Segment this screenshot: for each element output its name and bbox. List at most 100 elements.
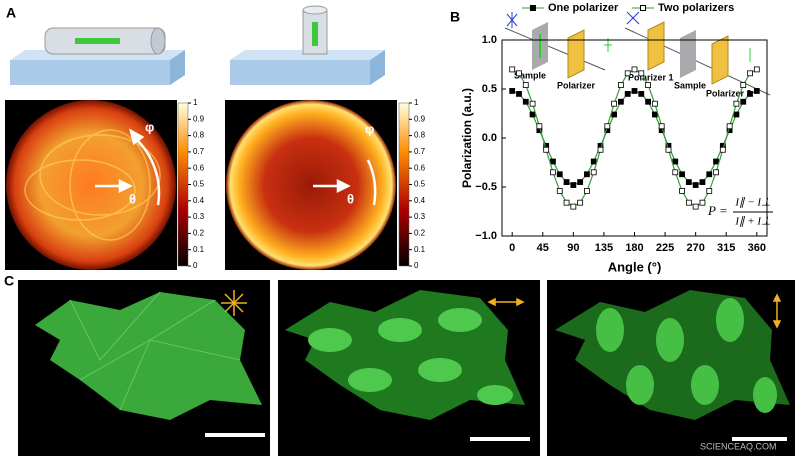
marker (699, 179, 706, 186)
marker (618, 82, 624, 88)
marker (611, 111, 618, 118)
x-tick-label: 225 (656, 242, 674, 254)
marker (733, 100, 740, 107)
marker (604, 123, 611, 130)
marker (550, 169, 556, 176)
colorbar-tick-label: 0 (193, 261, 198, 270)
marker (536, 123, 543, 130)
marker (753, 66, 760, 73)
colorbar-tick-label: 0.7 (414, 147, 426, 156)
marker (570, 203, 577, 210)
x-tick-label: 45 (537, 242, 549, 254)
marker (529, 100, 536, 107)
marker (651, 100, 658, 107)
inset-label: Polarizer 1 (628, 72, 674, 82)
marker (529, 111, 536, 118)
panel-label: B (450, 9, 460, 25)
marker (733, 111, 740, 118)
marker (672, 158, 679, 165)
marker (618, 98, 624, 105)
colorbar-tick-label: 1 (414, 98, 419, 107)
formula: I∥ + I⊥ (734, 216, 770, 228)
colorbar-tick-label: 0.3 (414, 212, 426, 221)
marker (638, 70, 645, 77)
marker (624, 91, 631, 97)
colorbar-tick-label: 0.9 (414, 114, 426, 123)
marker (516, 91, 522, 97)
marker (692, 203, 699, 210)
legend-marker (640, 5, 646, 11)
watermark: SCIENCEAQ.COM (700, 441, 777, 451)
panel-label: A (6, 5, 16, 21)
marker (753, 88, 760, 94)
marker (563, 179, 570, 186)
colorbar-tick-label: 0.5 (414, 180, 426, 189)
y-tick-label: 0.0 (482, 132, 497, 144)
inset-label: Sample (674, 80, 706, 90)
marker (685, 179, 692, 186)
panel-label: C (4, 273, 14, 289)
colorbar-tick-label: 0.8 (414, 131, 426, 140)
marker (584, 188, 590, 194)
colorbar-tick-label: 1 (193, 98, 198, 107)
marker (645, 98, 651, 105)
x-tick-label: 315 (717, 242, 735, 254)
marker (509, 66, 516, 73)
angle-label: θ (129, 191, 136, 206)
inset-diagram (504, 11, 771, 96)
colorbar-tick-label: 0.3 (193, 212, 205, 221)
colorbar-tick-label: 0.1 (193, 245, 205, 254)
angle-label: φ (145, 119, 154, 134)
formula: I∥ − I⊥ (734, 197, 770, 209)
legend-marker (530, 5, 536, 11)
x-tick-label: 270 (686, 242, 704, 254)
marker (550, 158, 556, 165)
marker (679, 188, 685, 194)
y-tick-label: −1.0 (475, 230, 497, 242)
colorbar-tick-label: 0.5 (193, 180, 205, 189)
marker (651, 111, 658, 118)
marker (577, 179, 584, 186)
marker (570, 182, 577, 188)
inset-label: Sample (514, 70, 546, 80)
colorbar-tick-label: 0.6 (193, 163, 205, 172)
marker (713, 169, 719, 176)
x-axis-label: Angle (°) (608, 259, 662, 274)
marker (590, 158, 597, 165)
marker (556, 171, 563, 178)
colorbar-tick-label: 0.4 (414, 196, 426, 205)
marker (522, 82, 529, 88)
marker (740, 98, 747, 105)
x-tick-label: 360 (748, 242, 766, 254)
marker (563, 199, 570, 206)
x-tick-label: 135 (595, 242, 613, 254)
colorbar-tick-label: 0.8 (193, 131, 205, 140)
colorbar-tick-label: 0.1 (414, 245, 426, 254)
marker (624, 70, 631, 77)
legend-label: Two polarizers (658, 2, 734, 14)
marker (658, 123, 665, 130)
x-tick-label: 90 (567, 242, 579, 254)
y-tick-label: 1.0 (482, 34, 497, 46)
colorbar-tick-label: 0.9 (193, 114, 205, 123)
colorbar (398, 102, 410, 267)
marker (645, 82, 651, 88)
marker (719, 146, 726, 153)
marker (577, 199, 584, 206)
series-line (511, 90, 758, 186)
angle-label: φ (365, 121, 374, 136)
x-tick-label: 180 (625, 242, 643, 254)
y-axis-label: Polarization (a.u.) (460, 88, 474, 188)
marker (747, 70, 753, 77)
marker (631, 66, 638, 73)
marker (706, 171, 713, 178)
marker (611, 100, 618, 107)
micrograph (18, 280, 795, 456)
colorbar-tick-label: 0.4 (193, 196, 205, 205)
marker (685, 199, 692, 206)
marker (699, 199, 706, 206)
colorbar (177, 102, 189, 267)
illustration (10, 5, 385, 85)
colorbar-tick-label: 0.2 (414, 229, 426, 238)
